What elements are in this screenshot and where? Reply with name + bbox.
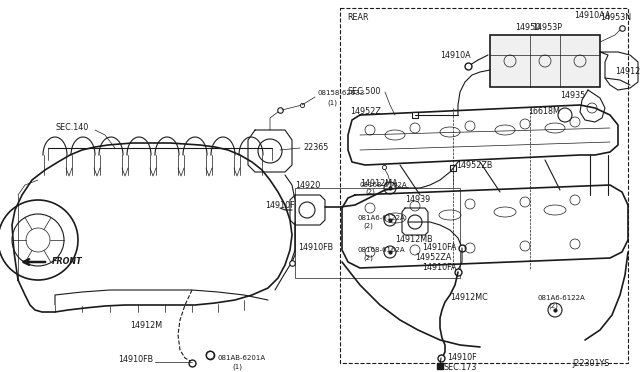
Text: 14950: 14950 [515, 23, 540, 32]
Text: 14910FA: 14910FA [422, 244, 456, 253]
Text: SEC.140: SEC.140 [55, 124, 88, 132]
Text: 14953P: 14953P [532, 23, 562, 32]
Text: 22365: 22365 [303, 142, 328, 151]
Text: 081A6-6122A: 081A6-6122A [358, 215, 406, 221]
Text: (1): (1) [232, 364, 242, 370]
Text: 14920: 14920 [295, 180, 320, 189]
Text: 14952ZB: 14952ZB [456, 160, 492, 170]
Text: 081AB-6201A: 081AB-6201A [218, 355, 266, 361]
Text: 08168-6162A: 08168-6162A [358, 247, 406, 253]
Text: 08158-62033: 08158-62033 [317, 90, 364, 96]
Text: 14910AA: 14910AA [574, 12, 611, 20]
Text: 14910F: 14910F [447, 353, 477, 362]
Text: 14910A: 14910A [440, 51, 470, 60]
Text: 14952ZA: 14952ZA [415, 253, 451, 263]
Text: (2): (2) [363, 255, 373, 261]
Text: FRONT: FRONT [52, 257, 83, 266]
Bar [295, 188, 460, 278]
Text: 14910FB: 14910FB [298, 244, 333, 253]
Text: REAR: REAR [347, 13, 369, 22]
Text: 14912MC: 14912MC [450, 294, 488, 302]
Text: 14910FA: 14910FA [422, 263, 456, 273]
Text: 14910FB: 14910FB [118, 356, 153, 365]
Text: 14935: 14935 [560, 90, 585, 99]
Text: (1): (1) [327, 100, 337, 106]
Text: 14912M: 14912M [130, 321, 162, 330]
Text: (2): (2) [363, 223, 373, 229]
Text: SEC.173: SEC.173 [443, 363, 476, 372]
Text: 14939: 14939 [405, 196, 430, 205]
Text: 08168-6162A: 08168-6162A [360, 182, 408, 188]
Text: (2): (2) [365, 189, 375, 195]
Text: 14952Z: 14952Z [350, 108, 381, 116]
Bar [490, 35, 600, 87]
Text: J22301YS: J22301YS [572, 359, 609, 368]
Text: 081A6-6122A: 081A6-6122A [538, 295, 586, 301]
Text: (2): (2) [548, 303, 558, 309]
Text: 14912N: 14912N [615, 67, 640, 77]
Bar [340, 8, 628, 363]
Text: SEC.500: SEC.500 [348, 87, 381, 96]
Text: 14912MB: 14912MB [395, 235, 433, 244]
Text: 16618M: 16618M [528, 108, 560, 116]
Text: 14910F: 14910F [265, 201, 294, 209]
Text: 14912MA: 14912MA [360, 179, 397, 187]
Circle shape [558, 108, 572, 122]
Text: 14953N: 14953N [600, 13, 631, 22]
